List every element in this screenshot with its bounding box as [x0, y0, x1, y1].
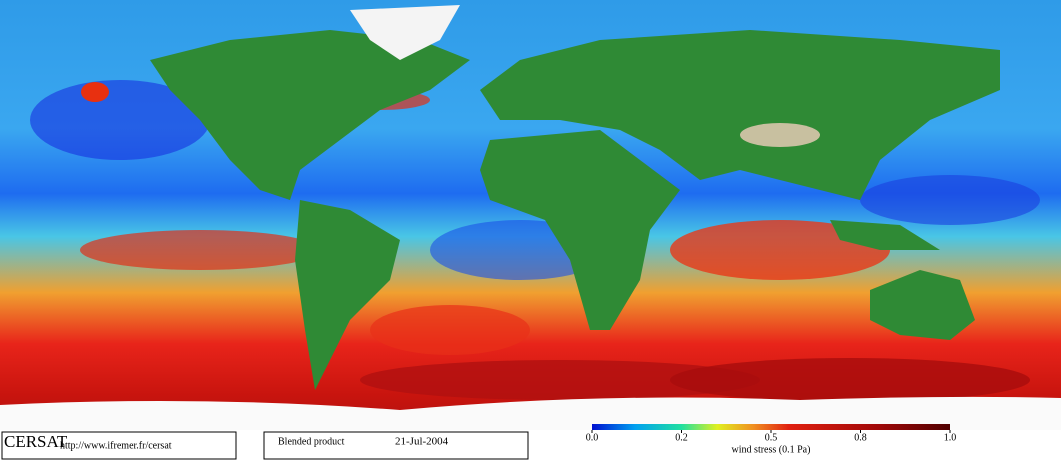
product: Blended product — [278, 436, 345, 447]
colorbar-tick-label: 0.8 — [854, 432, 867, 443]
logo: CERSAT — [4, 432, 68, 451]
map — [0, 0, 1061, 430]
colorbar-tick-label: 0.2 — [675, 432, 688, 443]
colorbar-label: wind stress (0.1 Pa) — [732, 444, 811, 455]
colorbar-tick-label: 0.5 — [765, 432, 778, 443]
url: http://www.ifremer.fr/cersat — [60, 440, 172, 451]
logo-box — [1, 431, 237, 460]
colorbar — [592, 424, 950, 430]
product-box — [263, 431, 529, 460]
footer: CERSAT http://www.ifremer.fr/cersat Blen… — [0, 424, 1061, 462]
colorbar-tick-label: 1.0 — [944, 432, 957, 443]
land — [150, 5, 1000, 390]
date: 21-Jul-2004 — [395, 436, 449, 448]
antarctica — [0, 396, 1061, 430]
colorbar-tick-label: 0.0 — [586, 432, 599, 443]
